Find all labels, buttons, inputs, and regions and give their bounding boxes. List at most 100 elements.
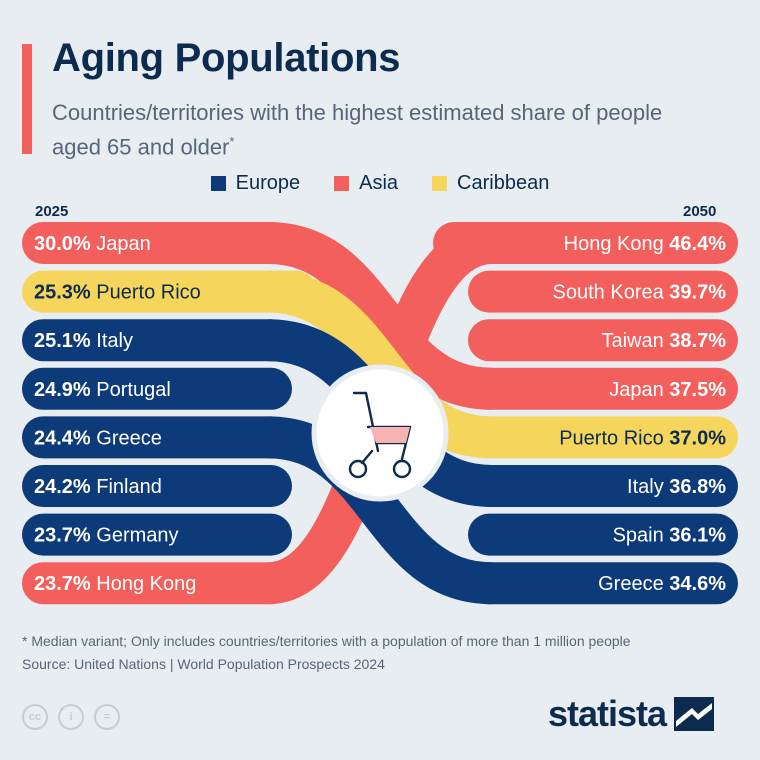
right-row-pill	[433, 222, 738, 264]
right-row-pill	[468, 513, 738, 556]
legend-swatch-europe	[210, 176, 226, 191]
left-row-name: Japan	[91, 233, 151, 255]
right-row-name: Italy	[627, 476, 669, 498]
left-row-value: 24.4%	[34, 427, 91, 449]
legend-swatch-asia	[334, 176, 350, 191]
walker-icon	[311, 364, 449, 502]
right-row-label: South Korea 39.7%	[553, 282, 727, 304]
right-row-value: 39.7%	[669, 282, 726, 304]
left-row-7: 23.7% Hong Kong	[22, 562, 292, 605]
statista-logo: statista	[548, 693, 715, 735]
legend-label-europe: Europe	[235, 172, 301, 194]
page-subtitle: Countries/territories with the highest e…	[52, 98, 692, 161]
subtitle-footnote-mark: *	[229, 134, 235, 149]
left-row-label: 23.7% Hong Kong	[34, 573, 196, 595]
left-row-label: 30.0% Japan	[34, 233, 151, 255]
left-row-pill	[22, 270, 317, 313]
left-row-pill	[22, 465, 292, 507]
right-row-name: Hong Kong	[564, 233, 670, 255]
left-row-name: Italy	[91, 330, 133, 352]
left-row-3: 24.9% Portugal	[22, 367, 292, 410]
left-row-value: 23.7%	[34, 525, 91, 547]
right-row-label: Italy 36.8%	[627, 476, 726, 498]
right-row-4: Puerto Rico 37.0%	[468, 416, 738, 459]
cc-icon: cc	[22, 704, 48, 730]
left-row-value: 30.0%	[34, 233, 91, 255]
left-row-name: Germany	[91, 525, 179, 547]
right-row-label: Puerto Rico 37.0%	[559, 427, 726, 449]
left-row-value: 24.2%	[34, 476, 91, 498]
right-row-label: Hong Kong 46.4%	[564, 233, 727, 255]
right-row-name: South Korea	[553, 282, 670, 304]
legend-item-asia: Asia	[334, 172, 398, 195]
left-row-0: 30.0% Japan	[22, 222, 292, 264]
right-row-label: Greece 34.6%	[598, 573, 726, 595]
right-row-2: Taiwan 38.7%	[468, 319, 738, 362]
left-row-pill	[22, 562, 292, 605]
right-row-value: 37.5%	[669, 379, 726, 401]
left-row-6: 23.7% Germany	[22, 513, 292, 556]
right-row-pill	[468, 367, 738, 410]
right-row-name: Puerto Rico	[559, 427, 669, 449]
left-row-label: 24.2% Finland	[34, 476, 162, 498]
right-row-pill	[468, 465, 738, 507]
right-row-name: Taiwan	[601, 330, 669, 352]
left-row-pill	[22, 319, 292, 362]
left-row-1: 25.3% Puerto Rico	[22, 270, 317, 313]
left-row-name: Greece	[91, 427, 162, 449]
by-icon: i	[58, 704, 84, 730]
legend-label-caribbean: Caribbean	[457, 172, 550, 194]
statista-logo-icon	[674, 697, 715, 731]
right-row-value: 37.0%	[669, 427, 726, 449]
left-year-label: 2025	[35, 203, 69, 220]
left-row-4: 24.4% Greece	[22, 416, 292, 459]
left-row-5: 24.2% Finland	[22, 465, 292, 507]
license-icons: cc i =	[22, 704, 120, 730]
right-row-0: Hong Kong 46.4%	[433, 222, 738, 264]
left-row-pill	[22, 222, 292, 264]
right-row-1: South Korea 39.7%	[468, 270, 738, 313]
left-row-value: 23.7%	[34, 573, 91, 595]
source-note: Source: United Nations | World Populatio…	[22, 656, 385, 672]
left-row-value: 25.3%	[34, 282, 91, 304]
connector-band	[266, 222, 494, 410]
page-title: Aging Populations	[52, 36, 401, 80]
right-row-name: Japan	[609, 379, 669, 401]
connector-band	[266, 416, 494, 605]
right-row-7: Greece 34.6%	[468, 562, 738, 605]
brand-name: statista	[548, 693, 667, 734]
right-year-label: 2050	[683, 203, 717, 220]
right-row-value: 38.7%	[669, 330, 726, 352]
left-row-value: 24.9%	[34, 379, 91, 401]
left-row-name: Portugal	[91, 379, 171, 401]
right-row-6: Spain 36.1%	[468, 513, 738, 556]
legend-swatch-caribbean	[432, 176, 448, 191]
right-row-value: 46.4%	[669, 233, 726, 255]
right-row-value: 34.6%	[669, 573, 726, 595]
right-row-pill	[468, 270, 738, 313]
left-row-pill	[22, 513, 292, 556]
right-row-value: 36.1%	[669, 525, 726, 547]
left-row-pill	[22, 367, 292, 410]
right-row-name: Greece	[598, 573, 669, 595]
left-row-value: 25.1%	[34, 330, 91, 352]
left-row-label: 24.4% Greece	[34, 427, 162, 449]
legend-item-caribbean: Caribbean	[432, 172, 549, 195]
accent-bar	[22, 44, 32, 154]
footnote: * Median variant; Only includes countrie…	[22, 633, 631, 649]
subtitle-text: Countries/territories with the highest e…	[52, 100, 663, 160]
right-row-pill	[468, 562, 738, 605]
right-row-value: 36.8%	[669, 476, 726, 498]
right-row-label: Japan 37.5%	[609, 379, 726, 401]
left-row-pill	[22, 416, 292, 459]
left-row-label: 24.9% Portugal	[34, 379, 171, 401]
right-row-3: Japan 37.5%	[468, 367, 738, 410]
left-row-name: Finland	[91, 476, 162, 498]
left-row-name: Puerto Rico	[91, 282, 201, 304]
left-row-2: 25.1% Italy	[22, 319, 292, 362]
legend-item-europe: Europe	[210, 172, 301, 195]
right-row-label: Taiwan 38.7%	[601, 330, 726, 352]
right-row-name: Spain	[613, 525, 670, 547]
right-row-label: Spain 36.1%	[613, 525, 727, 547]
